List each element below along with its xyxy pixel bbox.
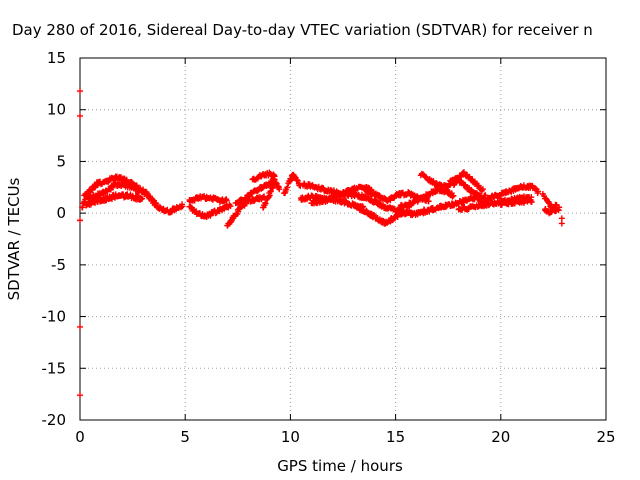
axis-ticks [79, 57, 607, 421]
x-tick-label: 25 [596, 428, 615, 446]
data-point [276, 186, 283, 193]
y-tick-label: 10 [47, 101, 66, 119]
y-tick-label: -20 [42, 411, 67, 429]
y-tick-label: -15 [42, 359, 67, 377]
data-point [450, 192, 457, 199]
y-tick-label: -10 [42, 308, 67, 326]
data-point [223, 197, 230, 204]
data-point [271, 173, 278, 180]
data-point [558, 220, 565, 227]
data-point [479, 186, 486, 193]
chart-title: Day 280 of 2016, Sidereal Day-to-day VTE… [12, 21, 593, 39]
data-point [551, 205, 558, 212]
grid-lines [80, 58, 606, 420]
y-axis-label: SDTVAR / TECUs [5, 177, 23, 300]
x-tick-label: 5 [180, 428, 190, 446]
tick-labels: 0 5 10 15 20 25 15 10 5 0 -5 -10 -15 -20 [42, 49, 616, 446]
data-point [227, 203, 234, 210]
plot-frame [79, 57, 607, 421]
data-point [497, 192, 504, 199]
data-point [139, 195, 146, 202]
data-point [553, 202, 560, 209]
data-point [425, 198, 432, 205]
data-point [284, 184, 291, 191]
y-tick-label: 15 [47, 49, 66, 67]
x-tick-label: 20 [491, 428, 510, 446]
data-point [558, 215, 565, 222]
data-point [532, 185, 539, 192]
data-point [254, 187, 261, 194]
data-point [77, 112, 83, 119]
data-point [212, 210, 219, 217]
x-tick-label: 0 [75, 428, 85, 446]
data-point [528, 199, 535, 206]
data-point [535, 188, 542, 195]
data-point [152, 200, 159, 207]
data-point [77, 323, 83, 330]
data-point [246, 193, 253, 200]
y-tick-label: -5 [51, 256, 66, 274]
data-point [458, 179, 465, 186]
x-axis-label: GPS time / hours [277, 457, 403, 475]
data-point [179, 203, 186, 210]
data-points [77, 88, 565, 399]
data-point [77, 392, 83, 399]
data-point [449, 193, 456, 200]
x-tick-label: 10 [281, 428, 300, 446]
x-tick-label: 15 [386, 428, 405, 446]
y-tick-label: 5 [56, 152, 66, 170]
data-point [141, 190, 148, 197]
y-tick-label: 0 [56, 204, 66, 222]
data-point [77, 88, 83, 95]
data-point [475, 191, 482, 198]
data-point [77, 217, 83, 224]
data-point [272, 179, 279, 186]
